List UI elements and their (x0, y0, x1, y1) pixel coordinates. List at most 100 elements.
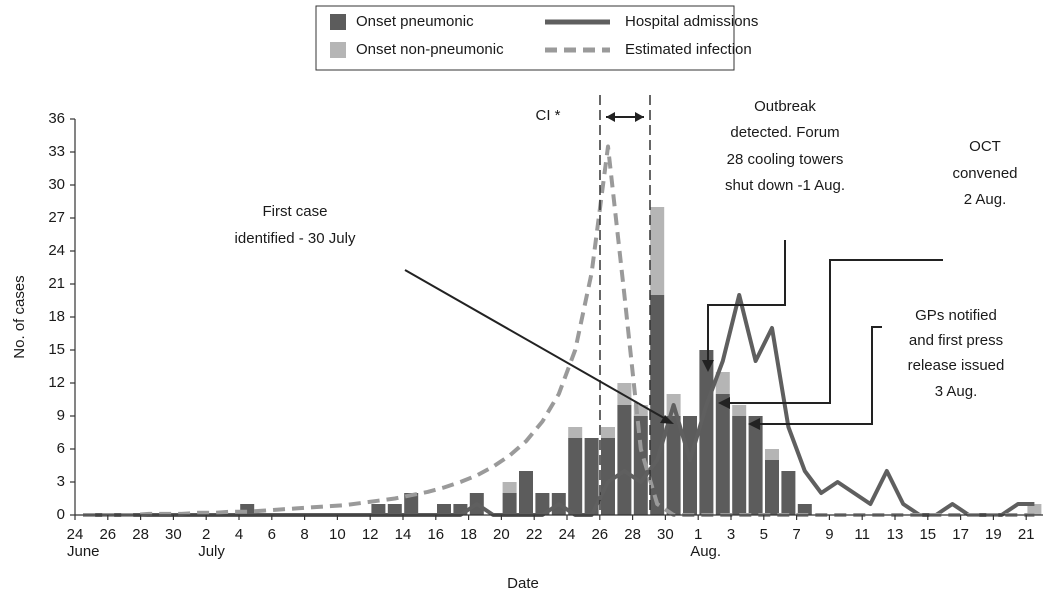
bar (765, 460, 779, 515)
arrowhead (660, 415, 674, 424)
x-tick-label: 15 (919, 526, 936, 543)
arrow (707, 240, 786, 360)
x-tick-label: 6 (268, 526, 276, 543)
bar (699, 350, 714, 515)
annotation: release issued (908, 357, 1005, 374)
legend-swatch (330, 14, 346, 30)
x-tick-label: 14 (395, 526, 412, 543)
bar (584, 438, 599, 515)
annotation: 2 Aug. (964, 191, 1007, 208)
bar (535, 493, 550, 515)
line (83, 144, 1035, 517)
x-tick-label: 26 (99, 526, 116, 543)
legend-box (315, 5, 735, 71)
annotation: detected. Forum (730, 124, 839, 141)
bar (568, 438, 583, 515)
bar (601, 438, 615, 515)
arrow (404, 269, 665, 419)
plot (83, 144, 1042, 517)
bar (715, 372, 730, 394)
bar (781, 471, 796, 515)
y-tick-label: 3 (57, 473, 65, 490)
x-tick-label: 16 (427, 526, 444, 543)
bar (797, 504, 812, 515)
y-tick-label: 21 (48, 275, 65, 292)
bar (732, 416, 747, 515)
bar (633, 405, 648, 416)
y-tick-label: 24 (48, 242, 65, 259)
bar (748, 416, 763, 515)
y-tick-label: 18 (48, 308, 65, 325)
x-tick-label: 24 (67, 526, 84, 543)
y-tick-label: 12 (48, 374, 65, 391)
arrow (730, 259, 943, 404)
x-tick-label: 28 (624, 526, 641, 543)
x-tick-label: 13 (887, 526, 904, 543)
bar (765, 449, 779, 460)
bar (633, 416, 648, 515)
x-tick-label: 1 (694, 526, 702, 543)
x-axis-title: Date (507, 575, 539, 592)
x-tick-label: 8 (300, 526, 308, 543)
bar (650, 295, 665, 515)
annotation: 3 Aug. (935, 383, 978, 400)
legend-label: Estimated infection (625, 41, 752, 58)
bar (666, 416, 681, 515)
bar (387, 504, 402, 515)
x-tick-label: 26 (591, 526, 608, 543)
bar (1027, 504, 1042, 515)
bar (617, 383, 632, 405)
legend-label: Onset pneumonic (356, 13, 474, 30)
x-tick-label: 11 (854, 526, 870, 543)
bar (617, 405, 632, 515)
x-tick-label: 2 (202, 526, 210, 543)
x-tick-label: 30 (165, 526, 182, 543)
bar (453, 504, 468, 515)
annotation: convened (952, 165, 1017, 182)
annotation: GPs notified (915, 307, 997, 324)
bar (568, 427, 583, 438)
annotation: First case (262, 203, 327, 220)
legend-swatch (330, 42, 346, 58)
x-tick-label: 17 (952, 526, 969, 543)
x-tick-label: 9 (825, 526, 833, 543)
annotation: CI * (535, 107, 560, 124)
arrowhead (748, 418, 760, 430)
x-tick-label: 20 (493, 526, 510, 543)
bar (240, 504, 255, 515)
line (83, 293, 1035, 517)
bar (715, 394, 730, 515)
annotation: shut down -1 Aug. (725, 177, 845, 194)
x-month-label: July (198, 543, 225, 560)
x-tick-label: 21 (1018, 526, 1035, 543)
x-tick-label: 24 (559, 526, 576, 543)
y-tick-label: 36 (48, 110, 65, 127)
legend-label: Hospital admissions (625, 13, 758, 30)
x-tick-label: 7 (792, 526, 800, 543)
bar (437, 504, 451, 515)
y-tick-label: 6 (57, 440, 65, 457)
bar (601, 427, 615, 438)
bar (502, 482, 517, 493)
legend-label: Onset non-pneumonic (356, 41, 504, 58)
x-tick-label: 12 (362, 526, 379, 543)
x-tick-label: 30 (657, 526, 674, 543)
x-tick-label: 19 (985, 526, 1002, 543)
x-month-label: June (67, 543, 100, 560)
y-tick-label: 30 (48, 176, 65, 193)
bar (371, 504, 386, 515)
x-tick-label: 10 (329, 526, 346, 543)
bar (519, 471, 533, 515)
ci-arrowhead (606, 112, 644, 122)
bar (404, 493, 419, 515)
annotation: 28 cooling towers (727, 151, 844, 168)
bar (732, 405, 747, 416)
x-tick-label: 28 (132, 526, 149, 543)
x-tick-label: 22 (526, 526, 543, 543)
x-tick-label: 18 (460, 526, 477, 543)
arrowhead (718, 397, 730, 409)
y-axis-title: No. of cases (11, 275, 28, 358)
arrowhead (702, 360, 714, 372)
y-tick-label: 27 (48, 209, 65, 226)
